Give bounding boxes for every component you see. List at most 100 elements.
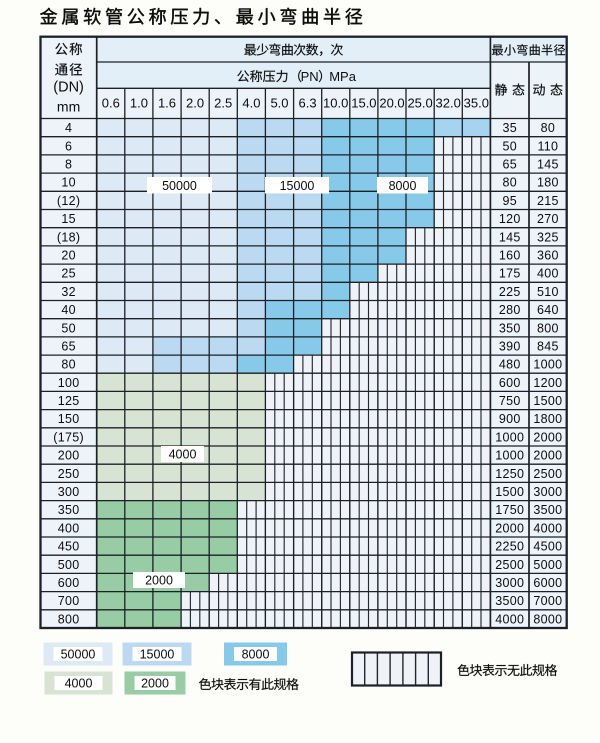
svg-text:4500: 4500	[533, 540, 562, 554]
svg-text:900: 900	[499, 412, 521, 426]
svg-text:6000: 6000	[533, 576, 562, 590]
svg-text:845: 845	[537, 340, 559, 354]
svg-text:35: 35	[502, 121, 517, 135]
svg-text:1750: 1750	[495, 503, 524, 517]
svg-text:8: 8	[65, 158, 72, 172]
svg-text:150: 150	[58, 412, 80, 426]
svg-text:8000: 8000	[389, 179, 417, 193]
svg-text:600: 600	[499, 376, 521, 390]
svg-text:95: 95	[502, 194, 517, 208]
svg-text:1500: 1500	[533, 394, 562, 408]
svg-text:110: 110	[537, 139, 558, 153]
svg-text:800: 800	[537, 321, 559, 335]
svg-text:350: 350	[499, 321, 521, 335]
svg-text:0.6: 0.6	[102, 96, 120, 111]
svg-text:700: 700	[58, 594, 80, 608]
svg-text:180: 180	[537, 176, 559, 190]
svg-text:3000: 3000	[495, 576, 524, 590]
svg-text:10: 10	[61, 176, 76, 190]
svg-text:65: 65	[502, 158, 517, 172]
svg-text:480: 480	[499, 358, 521, 372]
svg-text:4000: 4000	[533, 521, 562, 535]
svg-text:2.0: 2.0	[186, 96, 204, 111]
svg-text:4000: 4000	[169, 448, 197, 462]
svg-text:3500: 3500	[495, 594, 524, 608]
svg-text:1500: 1500	[495, 485, 524, 499]
svg-text:50: 50	[61, 321, 76, 335]
svg-text:100: 100	[58, 376, 80, 390]
svg-text:20.0: 20.0	[379, 96, 404, 111]
svg-text:50: 50	[502, 139, 517, 153]
svg-text:8000: 8000	[242, 647, 270, 661]
svg-text:35.0: 35.0	[464, 96, 489, 111]
svg-text:400: 400	[537, 267, 559, 281]
svg-text:15.0: 15.0	[351, 96, 376, 111]
svg-text:25.0: 25.0	[407, 96, 432, 111]
svg-text:125: 125	[58, 394, 80, 408]
svg-text:3500: 3500	[533, 503, 562, 517]
svg-text:1800: 1800	[533, 412, 562, 426]
svg-text:2250: 2250	[495, 540, 524, 554]
svg-text:120: 120	[499, 212, 521, 226]
svg-text:350: 350	[58, 503, 80, 517]
svg-text:2000: 2000	[533, 449, 562, 463]
svg-text:750: 750	[499, 394, 521, 408]
svg-text:280: 280	[499, 303, 521, 317]
svg-text:160: 160	[499, 249, 521, 263]
svg-text:7000: 7000	[533, 594, 562, 608]
svg-text:50000: 50000	[61, 647, 96, 661]
svg-text:200: 200	[58, 449, 80, 463]
svg-text:500: 500	[58, 558, 80, 572]
svg-text:390: 390	[499, 340, 521, 354]
svg-text:15: 15	[61, 212, 76, 226]
svg-text:32.0: 32.0	[436, 96, 461, 111]
svg-text:15000: 15000	[140, 647, 175, 661]
svg-text:1000: 1000	[495, 430, 524, 444]
svg-text:145: 145	[537, 158, 559, 172]
svg-text:6: 6	[65, 139, 72, 153]
svg-text:2500: 2500	[533, 467, 562, 481]
svg-text:250: 250	[58, 467, 80, 481]
svg-text:(DN): (DN)	[53, 80, 84, 96]
svg-text:800: 800	[58, 612, 80, 626]
svg-text:360: 360	[537, 249, 559, 263]
svg-text:300: 300	[58, 485, 80, 499]
svg-text:1.0: 1.0	[130, 96, 148, 111]
svg-text:225: 225	[499, 285, 521, 299]
svg-text:PN: PN	[301, 69, 319, 84]
svg-text:2000: 2000	[145, 574, 173, 588]
svg-text:1000: 1000	[495, 449, 524, 463]
svg-text:270: 270	[537, 212, 559, 226]
svg-text:4.0: 4.0	[242, 96, 260, 111]
svg-text:510: 510	[537, 285, 559, 299]
svg-text:8000: 8000	[533, 612, 562, 626]
svg-text:65: 65	[61, 340, 76, 354]
svg-text:450: 450	[58, 540, 80, 554]
svg-text:600: 600	[58, 576, 80, 590]
svg-text:400: 400	[58, 521, 80, 535]
svg-text:(175): (175)	[53, 430, 84, 444]
svg-text:80: 80	[541, 121, 556, 135]
svg-text:(18): (18)	[57, 230, 80, 244]
svg-text:3000: 3000	[533, 485, 562, 499]
svg-text:10.0: 10.0	[323, 96, 348, 111]
svg-text:4000: 4000	[495, 612, 524, 626]
svg-text:20: 20	[61, 249, 76, 263]
svg-text:640: 640	[537, 303, 559, 317]
svg-text:mm: mm	[57, 99, 80, 115]
svg-text:80: 80	[502, 176, 517, 190]
svg-text:145: 145	[499, 230, 521, 244]
svg-text:1000: 1000	[533, 358, 562, 372]
svg-text:25: 25	[61, 267, 76, 281]
svg-text:1.6: 1.6	[158, 96, 176, 111]
svg-text:MPa: MPa	[329, 69, 357, 84]
svg-text:4000: 4000	[65, 676, 93, 690]
svg-text:4: 4	[65, 121, 72, 135]
svg-text:6.3: 6.3	[299, 96, 317, 111]
svg-text:32: 32	[61, 285, 76, 299]
svg-text:50000: 50000	[162, 179, 197, 193]
svg-text:80: 80	[61, 358, 76, 372]
svg-text:2.5: 2.5	[214, 96, 232, 111]
svg-text:175: 175	[499, 267, 521, 281]
svg-text:(12): (12)	[57, 194, 80, 208]
